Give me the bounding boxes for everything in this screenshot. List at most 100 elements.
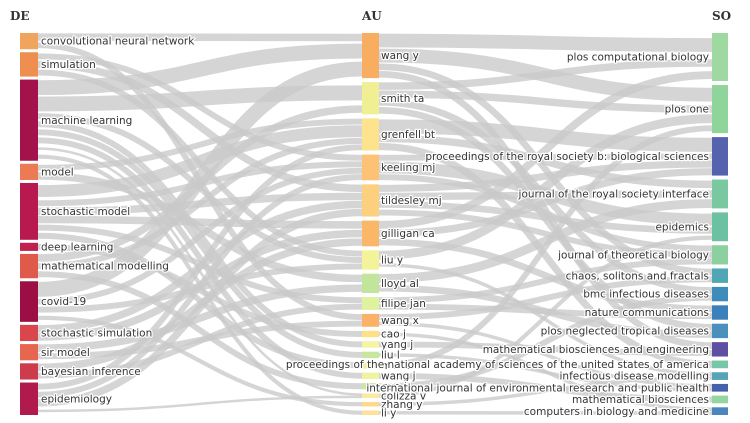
flow-au-so-au15-so15 xyxy=(378,372,713,403)
node-au-au2[interactable] xyxy=(362,82,379,115)
node-au-au7[interactable] xyxy=(362,250,379,270)
flow-au-so-au10-so7 xyxy=(378,276,713,321)
node-label-au-au13: liu l xyxy=(381,350,400,362)
flow-au-so-au17-so5 xyxy=(378,235,713,398)
node-so-so3[interactable] xyxy=(712,137,728,176)
node-label-au-au12: yang j xyxy=(381,339,413,351)
node-label-au-au1: wang y xyxy=(381,50,419,62)
node-so-so4[interactable] xyxy=(712,179,728,209)
flow-au-so-au9-so6 xyxy=(378,258,713,304)
column-header-au: AU xyxy=(361,9,382,23)
node-so-so9[interactable] xyxy=(712,305,728,320)
node-label-de-de12: epidemiology xyxy=(41,393,112,405)
node-label-so-so16: computers in biology and medicine xyxy=(524,406,709,418)
node-de-de12[interactable] xyxy=(20,382,38,415)
flow-de-au-de3-au2 xyxy=(37,85,363,112)
node-label-so-so1: plos computational biology xyxy=(567,52,709,64)
node-de-de3[interactable] xyxy=(20,79,38,161)
node-au-au13[interactable] xyxy=(362,351,379,359)
node-so-so10[interactable] xyxy=(712,323,728,339)
flow-au-so-au4-so3 xyxy=(378,153,713,161)
node-label-so-so3: proceedings of the royal society b: biol… xyxy=(425,151,709,163)
node-label-so-so4: journal of the royal society interface xyxy=(518,189,709,201)
flow-au-so-au14-so2 xyxy=(378,125,713,369)
node-au-au1[interactable] xyxy=(362,33,379,79)
flow-au-so-au5-so3 xyxy=(378,160,713,192)
node-de-de8[interactable] xyxy=(20,281,38,322)
node-au-au14[interactable] xyxy=(362,362,379,369)
node-label-au-au10: wang x xyxy=(381,315,419,327)
node-label-de-de6: deep learning xyxy=(41,241,113,253)
node-de-de11[interactable] xyxy=(20,363,38,380)
node-so-so1[interactable] xyxy=(712,33,728,82)
node-de-de9[interactable] xyxy=(20,324,38,342)
flow-de-au-de10-au8 xyxy=(37,284,363,352)
node-au-au8[interactable] xyxy=(362,273,379,294)
node-au-au16[interactable] xyxy=(362,383,379,390)
node-de-de7[interactable] xyxy=(20,253,38,279)
node-de-de4[interactable] xyxy=(20,163,38,180)
flow-au-so-au3-so3 xyxy=(378,119,713,152)
node-label-de-de4: model xyxy=(41,166,74,178)
flow-au-so-au2-so1 xyxy=(378,59,713,90)
node-au-au19[interactable] xyxy=(362,410,379,415)
node-label-au-au9: filipe jan xyxy=(381,298,426,310)
node-label-au-au16: guo l xyxy=(381,381,407,393)
node-label-au-au14: maire n xyxy=(381,360,421,372)
node-de-de1[interactable] xyxy=(20,33,38,50)
flow-au-so-au10-so14 xyxy=(378,321,713,388)
node-so-so7[interactable] xyxy=(712,268,728,283)
node-so-so5[interactable] xyxy=(712,212,728,242)
flow-au-so-au12-so11 xyxy=(378,341,713,356)
node-so-so16[interactable] xyxy=(712,407,728,415)
flow-au-so-au5-so4 xyxy=(378,190,713,201)
node-de-de6[interactable] xyxy=(20,242,38,251)
node-so-so11[interactable] xyxy=(712,342,728,357)
column-headers: DE AU SO xyxy=(10,9,731,23)
flow-au-so-au6-so3 xyxy=(378,168,713,237)
node-layer xyxy=(20,33,728,415)
node-au-au4[interactable] xyxy=(362,154,379,181)
node-au-au6[interactable] xyxy=(362,220,379,247)
flow-de-au-de12-au5 xyxy=(37,208,363,407)
node-au-au18[interactable] xyxy=(362,401,379,407)
flow-de-au-de12-au17 xyxy=(37,395,363,413)
flow-au-so-au6-so1 xyxy=(378,71,713,229)
node-label-so-so9: nature communications xyxy=(585,307,709,319)
node-au-au15[interactable] xyxy=(362,372,379,380)
node-label-au-au7: liu y xyxy=(381,255,403,267)
node-au-au17[interactable] xyxy=(362,393,379,398)
node-so-so15[interactable] xyxy=(712,395,728,404)
node-label-au-au5: tildesley mj xyxy=(381,195,442,207)
node-label-au-au19: li y xyxy=(381,407,396,419)
flow-de-au-de2-au5 xyxy=(37,60,363,193)
node-label-so-so13: infectious disease modelling xyxy=(560,371,710,383)
flow-au-so-au1-so1 xyxy=(378,33,713,52)
node-so-so2[interactable] xyxy=(712,85,728,134)
node-so-so12[interactable] xyxy=(712,360,728,369)
flow-au-so-au18-so13 xyxy=(378,376,713,407)
node-so-so13[interactable] xyxy=(712,372,728,380)
node-label-so-so11: mathematical biosciences and engineering xyxy=(483,344,709,356)
node-de-de5[interactable] xyxy=(20,182,38,240)
node-so-so14[interactable] xyxy=(712,383,728,392)
node-au-au5[interactable] xyxy=(362,184,379,217)
node-so-so6[interactable] xyxy=(712,245,728,265)
node-label-au-au18: zhang y xyxy=(381,399,422,411)
node-label-so-so7: chaos, solitons and fractals xyxy=(566,270,709,282)
node-label-au-au8: lloyd al xyxy=(381,278,419,290)
node-au-au12[interactable] xyxy=(362,341,379,348)
node-au-au9[interactable] xyxy=(362,297,379,310)
node-label-so-so6: journal of theoretical biology xyxy=(557,249,709,261)
flow-de-au-de8-au4 xyxy=(37,167,363,305)
node-label-au-au15: wang j xyxy=(381,370,416,382)
flow-au-so-au2-so2 xyxy=(378,90,713,113)
node-de-de2[interactable] xyxy=(20,52,38,77)
node-au-au11[interactable] xyxy=(362,330,379,338)
node-au-au10[interactable] xyxy=(362,313,379,327)
node-label-de-de3: machine learning xyxy=(41,115,132,127)
column-header-de: DE xyxy=(10,9,30,23)
node-au-au3[interactable] xyxy=(362,118,379,151)
node-de-de10[interactable] xyxy=(20,344,38,361)
node-so-so8[interactable] xyxy=(712,286,728,302)
